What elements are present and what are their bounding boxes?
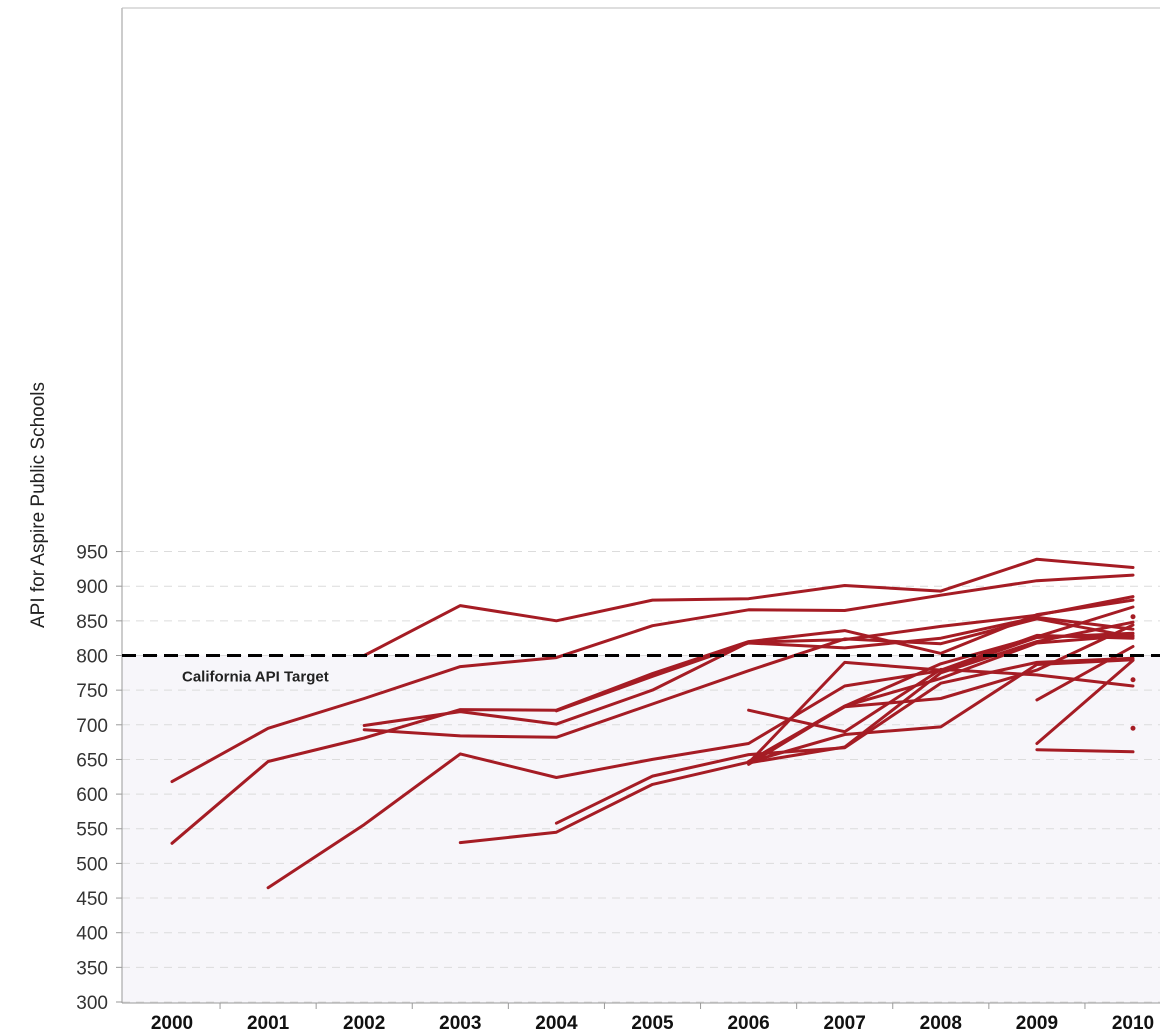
x-tick-label: 2006 <box>727 1013 769 1033</box>
y-tick-label: 450 <box>76 889 108 910</box>
series-point <box>1130 614 1136 620</box>
series-line <box>170 573 1135 784</box>
x-tick-label: 2003 <box>439 1013 481 1033</box>
y-tick-label: 850 <box>76 612 108 633</box>
series-line <box>1035 748 1135 754</box>
series-line <box>170 598 1135 845</box>
series-lines <box>170 557 1136 890</box>
y-tick-label: 350 <box>76 958 108 979</box>
y-tick-label: 800 <box>76 646 108 667</box>
x-tick-label: 2007 <box>824 1013 866 1033</box>
x-tick-label: 2010 <box>1112 1013 1154 1033</box>
y-axis-title: API for Aspire Public Schools <box>28 382 49 628</box>
y-tick-label: 700 <box>76 716 108 737</box>
y-tick-label: 600 <box>76 785 108 806</box>
series-line <box>747 633 1135 765</box>
y-tick-label: 400 <box>76 924 108 945</box>
series-point <box>1130 725 1136 731</box>
y-axis-ticks: 300 350 400 450 500 550 600 650 700 750 800 850 900 9… <box>76 543 122 1014</box>
x-tick-label: 2001 <box>247 1013 290 1033</box>
x-tick-label: 2000 <box>151 1013 193 1033</box>
x-tick-label: 2005 <box>631 1013 674 1033</box>
x-axis-ticks: 2000 2001 2002 2003 2004 2005 2006 2007 2008 2009… <box>151 1003 1154 1033</box>
series-line <box>747 605 1135 763</box>
series-line <box>362 617 1135 739</box>
y-tick-label: 650 <box>76 750 108 771</box>
y-tick-label: 900 <box>76 577 108 598</box>
plot-background-above-target <box>122 8 1160 656</box>
y-tick-label: 750 <box>76 681 108 702</box>
y-tick-label: 500 <box>76 854 108 875</box>
y-tick-label: 550 <box>76 820 108 841</box>
axes <box>121 7 1160 1004</box>
gridlines <box>122 8 1160 1003</box>
x-tick-label: 2009 <box>1016 1013 1058 1033</box>
x-tick-label: 2004 <box>535 1013 578 1033</box>
series-line <box>554 615 1135 713</box>
x-tick-label: 2008 <box>920 1013 962 1033</box>
series-line <box>1035 658 1135 745</box>
x-tick-label: 2002 <box>343 1013 385 1033</box>
y-tick-label: 950 <box>76 543 108 564</box>
target-annotation: California API Target <box>182 668 329 685</box>
series-line <box>362 557 1135 657</box>
series-point <box>1130 677 1136 683</box>
y-tick-label: 300 <box>76 993 108 1014</box>
